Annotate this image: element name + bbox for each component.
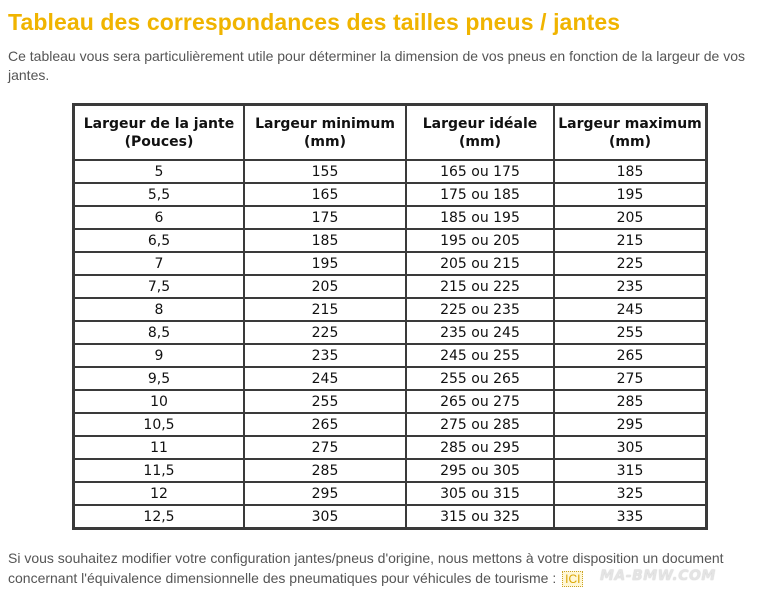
cell-ideal-width: 175 ou 185 (405, 182, 555, 207)
cell-ideal-width: 185 ou 195 (405, 205, 555, 230)
cell-max-width: 225 (553, 251, 708, 276)
table-row: 5 155 165 ou 175 185 (72, 159, 708, 184)
cell-rim-width: 6 (72, 205, 245, 230)
tire-rim-size-table: Largeur de la jante (Pouces) Largeur min… (72, 103, 708, 530)
cell-ideal-width: 275 ou 285 (405, 412, 555, 437)
cell-rim-width: 9,5 (72, 366, 245, 391)
table-header-row: Largeur de la jante (Pouces) Largeur min… (72, 103, 708, 161)
table-row: 12 295 305 ou 315 325 (72, 481, 708, 506)
table-row: 11 275 285 ou 295 305 (72, 435, 708, 460)
cell-ideal-width: 165 ou 175 (405, 159, 555, 184)
cell-rim-width: 9 (72, 343, 245, 368)
footer-text: Si vous souhaitez modifier votre configu… (8, 550, 724, 586)
cell-min-width: 215 (243, 297, 407, 322)
cell-ideal-width: 255 ou 265 (405, 366, 555, 391)
cell-max-width: 245 (553, 297, 708, 322)
table-row: 6,5 185 195 ou 205 215 (72, 228, 708, 253)
cell-rim-width: 10 (72, 389, 245, 414)
cell-max-width: 305 (553, 435, 708, 460)
table-body: 5 155 165 ou 175 185 5,5 165 175 ou 185 195 6 175… (72, 159, 708, 530)
cell-min-width: 305 (243, 504, 407, 530)
cell-rim-width: 10,5 (72, 412, 245, 437)
cell-rim-width: 12 (72, 481, 245, 506)
cell-max-width: 235 (553, 274, 708, 299)
cell-min-width: 275 (243, 435, 407, 460)
cell-min-width: 165 (243, 182, 407, 207)
cell-max-width: 295 (553, 412, 708, 437)
cell-ideal-width: 265 ou 275 (405, 389, 555, 414)
cell-max-width: 205 (553, 205, 708, 230)
document-link[interactable]: ICI (562, 571, 584, 587)
header-ideal-width: Largeur idéale (mm) (405, 103, 555, 161)
cell-min-width: 195 (243, 251, 407, 276)
cell-ideal-width: 235 ou 245 (405, 320, 555, 345)
cell-min-width: 205 (243, 274, 407, 299)
header-max-width: Largeur maximum (mm) (553, 103, 708, 161)
table-row: 9,5 245 255 ou 265 275 (72, 366, 708, 391)
table-row: 10,5 265 275 ou 285 295 (72, 412, 708, 437)
cell-ideal-width: 245 ou 255 (405, 343, 555, 368)
table-row: 6 175 185 ou 195 205 (72, 205, 708, 230)
cell-rim-width: 12,5 (72, 504, 245, 530)
cell-rim-width: 5,5 (72, 182, 245, 207)
cell-min-width: 245 (243, 366, 407, 391)
cell-max-width: 275 (553, 366, 708, 391)
cell-max-width: 325 (553, 481, 708, 506)
cell-ideal-width: 215 ou 225 (405, 274, 555, 299)
header-min-width: Largeur minimum (mm) (243, 103, 407, 161)
cell-max-width: 215 (553, 228, 708, 253)
cell-max-width: 335 (553, 504, 708, 530)
table-row: 5,5 165 175 ou 185 195 (72, 182, 708, 207)
cell-rim-width: 5 (72, 159, 245, 184)
cell-min-width: 235 (243, 343, 407, 368)
cell-rim-width: 11 (72, 435, 245, 460)
cell-rim-width: 7 (72, 251, 245, 276)
table-row: 7 195 205 ou 215 225 (72, 251, 708, 276)
cell-ideal-width: 295 ou 305 (405, 458, 555, 483)
page-title: Tableau des correspondances des tailles … (8, 9, 621, 35)
table-row: 12,5 305 315 ou 325 335 (72, 504, 708, 530)
table-row: 10 255 265 ou 275 285 (72, 389, 708, 414)
cell-rim-width: 8,5 (72, 320, 245, 345)
cell-min-width: 185 (243, 228, 407, 253)
cell-rim-width: 11,5 (72, 458, 245, 483)
intro-paragraph: Ce tableau vous sera particulièrement ut… (8, 48, 745, 83)
cell-min-width: 255 (243, 389, 407, 414)
cell-min-width: 285 (243, 458, 407, 483)
cell-rim-width: 6,5 (72, 228, 245, 253)
site-watermark: MA-BMW.COM (600, 568, 716, 584)
cell-max-width: 315 (553, 458, 708, 483)
cell-ideal-width: 305 ou 315 (405, 481, 555, 506)
cell-ideal-width: 315 ou 325 (405, 504, 555, 530)
cell-max-width: 185 (553, 159, 708, 184)
cell-ideal-width: 195 ou 205 (405, 228, 555, 253)
cell-ideal-width: 225 ou 235 (405, 297, 555, 322)
cell-rim-width: 7,5 (72, 274, 245, 299)
table-row: 8,5 225 235 ou 245 255 (72, 320, 708, 345)
cell-max-width: 285 (553, 389, 708, 414)
cell-min-width: 295 (243, 481, 407, 506)
cell-max-width: 265 (553, 343, 708, 368)
cell-min-width: 265 (243, 412, 407, 437)
footer-paragraph: Si vous souhaitez modifier votre configu… (8, 548, 760, 588)
table-row: 11,5 285 295 ou 305 315 (72, 458, 708, 483)
cell-min-width: 225 (243, 320, 407, 345)
cell-min-width: 155 (243, 159, 407, 184)
header-rim-width: Largeur de la jante (Pouces) (72, 103, 245, 161)
cell-ideal-width: 285 ou 295 (405, 435, 555, 460)
table-row: 8 215 225 ou 235 245 (72, 297, 708, 322)
cell-min-width: 175 (243, 205, 407, 230)
cell-max-width: 255 (553, 320, 708, 345)
cell-rim-width: 8 (72, 297, 245, 322)
cell-max-width: 195 (553, 182, 708, 207)
table-row: 9 235 245 ou 255 265 (72, 343, 708, 368)
table-row: 7,5 205 215 ou 225 235 (72, 274, 708, 299)
cell-ideal-width: 205 ou 215 (405, 251, 555, 276)
